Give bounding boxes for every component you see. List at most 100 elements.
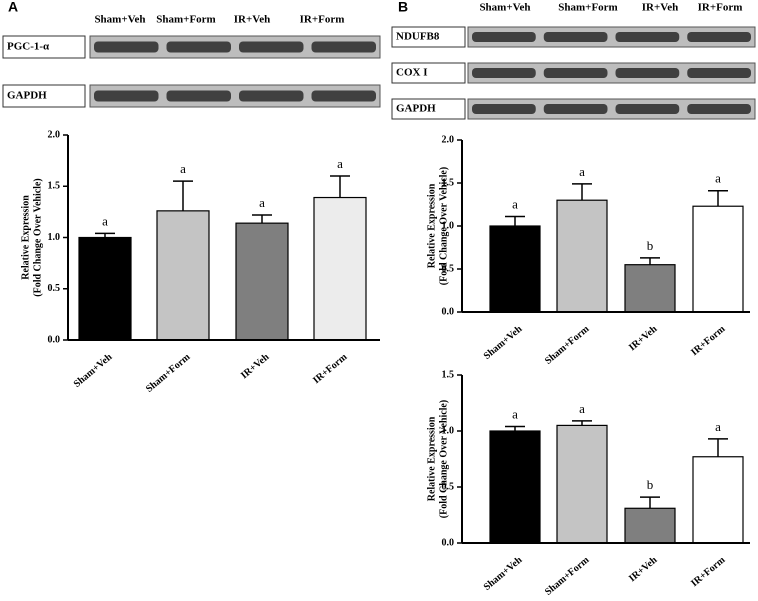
x-tick-label: IR+Veh bbox=[627, 323, 660, 353]
blot-band bbox=[239, 90, 304, 102]
blot-strip bbox=[467, 26, 756, 48]
blot-band bbox=[687, 104, 751, 114]
row-label: PGC-1-α bbox=[7, 41, 50, 53]
lane-label: Sham+Form bbox=[558, 2, 617, 14]
annotation: a bbox=[579, 164, 585, 179]
row-label-box bbox=[2, 35, 86, 59]
lane-label: IR+Veh bbox=[642, 2, 678, 14]
annotation: a bbox=[579, 401, 585, 416]
bar bbox=[313, 196, 367, 341]
lane-label: IR+Form bbox=[698, 2, 743, 14]
annotation: b bbox=[647, 238, 654, 253]
panel-label: A bbox=[8, 0, 18, 15]
bar bbox=[489, 225, 541, 313]
lane-label: Sham+Form bbox=[156, 14, 215, 26]
blot-band bbox=[543, 68, 608, 78]
row-label: GAPDH bbox=[7, 90, 47, 102]
bar bbox=[235, 222, 289, 341]
blot-strip bbox=[467, 62, 756, 84]
x-tick-label: Sham+Veh bbox=[482, 323, 525, 362]
lane-label: Sham+Veh bbox=[479, 2, 530, 14]
row-label: COX I bbox=[396, 67, 427, 79]
lane-label: IR+Form bbox=[300, 14, 345, 26]
blot-band bbox=[472, 68, 536, 78]
y-tick-label: 0.5 bbox=[48, 283, 61, 294]
lane-label: IR+Veh bbox=[234, 14, 270, 26]
bar bbox=[556, 199, 608, 313]
blot-band bbox=[543, 104, 608, 114]
annotation: a bbox=[715, 419, 721, 434]
blot-band bbox=[311, 90, 376, 102]
row-label: NDUFB8 bbox=[396, 31, 440, 43]
y-axis-label: Relative Expression bbox=[426, 183, 437, 268]
row-label: GAPDH bbox=[396, 103, 436, 115]
annotation: a bbox=[180, 161, 186, 176]
annotation: a bbox=[715, 171, 721, 186]
bar bbox=[692, 456, 744, 544]
bar bbox=[78, 236, 132, 341]
x-tick-label: Sham+Veh bbox=[72, 351, 115, 390]
y-tick-label: 0.0 bbox=[48, 334, 61, 345]
row-label-box bbox=[391, 62, 466, 84]
bar bbox=[156, 210, 210, 341]
blot-band bbox=[94, 41, 159, 53]
x-tick-label: Sham+Form bbox=[144, 351, 193, 395]
x-tick-label: IR+Veh bbox=[627, 554, 660, 584]
blot-band bbox=[472, 104, 536, 114]
y-tick-label: 1.0 bbox=[442, 425, 455, 436]
row-label-box bbox=[391, 98, 466, 120]
y-tick-label: 1.5 bbox=[442, 177, 455, 188]
y-tick-label: 1.0 bbox=[442, 220, 455, 231]
panel-label: B bbox=[398, 0, 408, 15]
x-tick-label: Sham+Veh bbox=[482, 554, 525, 593]
x-tick-label: Sham+Form bbox=[543, 323, 592, 367]
blot-strip bbox=[467, 98, 756, 120]
y-tick-label: 2.0 bbox=[442, 134, 455, 145]
blot-band bbox=[472, 32, 536, 42]
annotation: a bbox=[512, 407, 518, 422]
annotation: a bbox=[102, 213, 108, 228]
bar bbox=[692, 205, 744, 313]
blot-band bbox=[615, 68, 680, 78]
y-axis-label: (Fold Change Over Vehicle) bbox=[438, 167, 449, 285]
blot-band bbox=[687, 32, 751, 42]
annotation: a bbox=[337, 156, 343, 171]
blot-band bbox=[687, 68, 751, 78]
blot-band bbox=[166, 41, 231, 53]
lane-label: Sham+Veh bbox=[94, 14, 145, 26]
blot-band bbox=[615, 32, 680, 42]
x-tick-label: IR+Form bbox=[689, 323, 728, 358]
blot-band bbox=[311, 41, 376, 53]
y-tick-label: 1.5 bbox=[48, 181, 61, 192]
bar bbox=[556, 424, 608, 544]
annotation: a bbox=[259, 195, 265, 210]
y-tick-label: 1.0 bbox=[48, 232, 61, 243]
x-tick-label: IR+Form bbox=[689, 554, 728, 589]
y-tick-label: 0.5 bbox=[442, 263, 455, 274]
bar bbox=[624, 264, 676, 313]
y-tick-label: 0.0 bbox=[442, 306, 455, 317]
y-tick-label: 0.0 bbox=[442, 537, 455, 548]
y-axis-label: (Fold Change Over Vehicle) bbox=[438, 400, 449, 518]
blot-band bbox=[94, 90, 159, 102]
y-tick-label: 2.0 bbox=[48, 129, 61, 140]
annotation: a bbox=[512, 197, 518, 212]
y-axis-label: Relative Expression bbox=[20, 195, 31, 280]
bar bbox=[489, 430, 541, 544]
y-tick-label: 1.5 bbox=[442, 369, 455, 380]
blot-band bbox=[239, 41, 304, 53]
row-label-box bbox=[2, 84, 86, 108]
annotation: b bbox=[647, 477, 654, 492]
x-tick-label: IR+Form bbox=[311, 351, 350, 386]
blot-band bbox=[166, 90, 231, 102]
row-label-box bbox=[391, 26, 466, 48]
y-tick-label: 0.5 bbox=[442, 481, 455, 492]
bar bbox=[624, 507, 676, 544]
blot-band bbox=[543, 32, 608, 42]
x-tick-label: IR+Veh bbox=[239, 351, 272, 381]
blot-strip bbox=[89, 84, 381, 108]
y-axis-label: (Fold Change Over Vehicle) bbox=[32, 178, 43, 296]
blot-band bbox=[615, 104, 680, 114]
blot-strip bbox=[89, 35, 381, 59]
